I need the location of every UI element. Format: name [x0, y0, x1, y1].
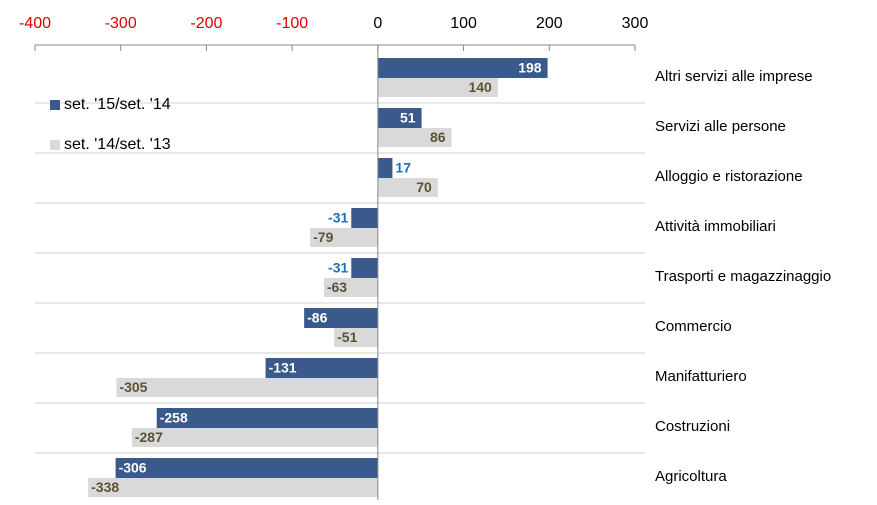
category-label: Commercio [655, 318, 732, 335]
data-label: -51 [337, 329, 357, 345]
data-label: -131 [269, 360, 297, 376]
bar [351, 208, 378, 228]
data-label: -338 [91, 479, 119, 495]
legend-swatch [50, 140, 60, 150]
bar [156, 408, 378, 428]
category-label: Attività immobiliari [655, 218, 776, 235]
data-label: 17 [395, 160, 411, 176]
bar [377, 78, 498, 97]
category-label: Manifatturiero [655, 368, 747, 385]
data-label: 198 [518, 60, 542, 76]
data-label: 140 [468, 79, 492, 95]
data-label: 51 [400, 110, 416, 126]
legend-label: set. '14/set. '13 [64, 136, 171, 153]
category-label: Costruzioni [655, 418, 730, 435]
bar [377, 178, 438, 197]
x-tick-label: 100 [450, 15, 477, 32]
data-label: -287 [135, 429, 163, 445]
x-tick-label: -300 [105, 15, 137, 32]
data-label: -31 [328, 260, 348, 276]
category-label: Altri servizi alle imprese [655, 68, 813, 85]
bar [377, 128, 452, 147]
bar [115, 458, 378, 478]
bar [351, 258, 378, 278]
bar [265, 358, 378, 378]
data-label: 70 [416, 179, 432, 195]
bar [88, 478, 378, 497]
x-tick-label: -100 [276, 15, 308, 32]
data-label: -63 [327, 279, 347, 295]
category-label: Alloggio e ristorazione [655, 168, 803, 185]
data-label: -86 [307, 310, 327, 326]
data-label: -305 [119, 379, 147, 395]
data-label: -306 [119, 460, 147, 476]
legend-label: set. '15/set. '14 [64, 96, 171, 113]
bar [310, 228, 378, 247]
bar [377, 108, 422, 128]
data-label: 86 [430, 129, 446, 145]
bar [304, 308, 378, 328]
x-tick-label: 300 [622, 15, 649, 32]
category-label: Servizi alle persone [655, 118, 786, 135]
bar [323, 278, 378, 297]
bar [377, 158, 393, 178]
bar [377, 58, 548, 78]
category-label: Trasporti e magazzinaggio [655, 268, 831, 285]
category-label: Agricoltura [655, 468, 727, 485]
x-tick-label: -200 [190, 15, 222, 32]
bar [131, 428, 378, 447]
x-tick-label: 200 [536, 15, 563, 32]
x-tick-label: -400 [19, 15, 51, 32]
legend-swatch [50, 100, 60, 110]
data-label: -79 [313, 229, 333, 245]
data-label: -31 [328, 210, 348, 226]
bar [116, 378, 378, 397]
bar [334, 328, 378, 347]
data-label: -258 [160, 410, 188, 426]
x-tick-label: 0 [373, 15, 382, 32]
